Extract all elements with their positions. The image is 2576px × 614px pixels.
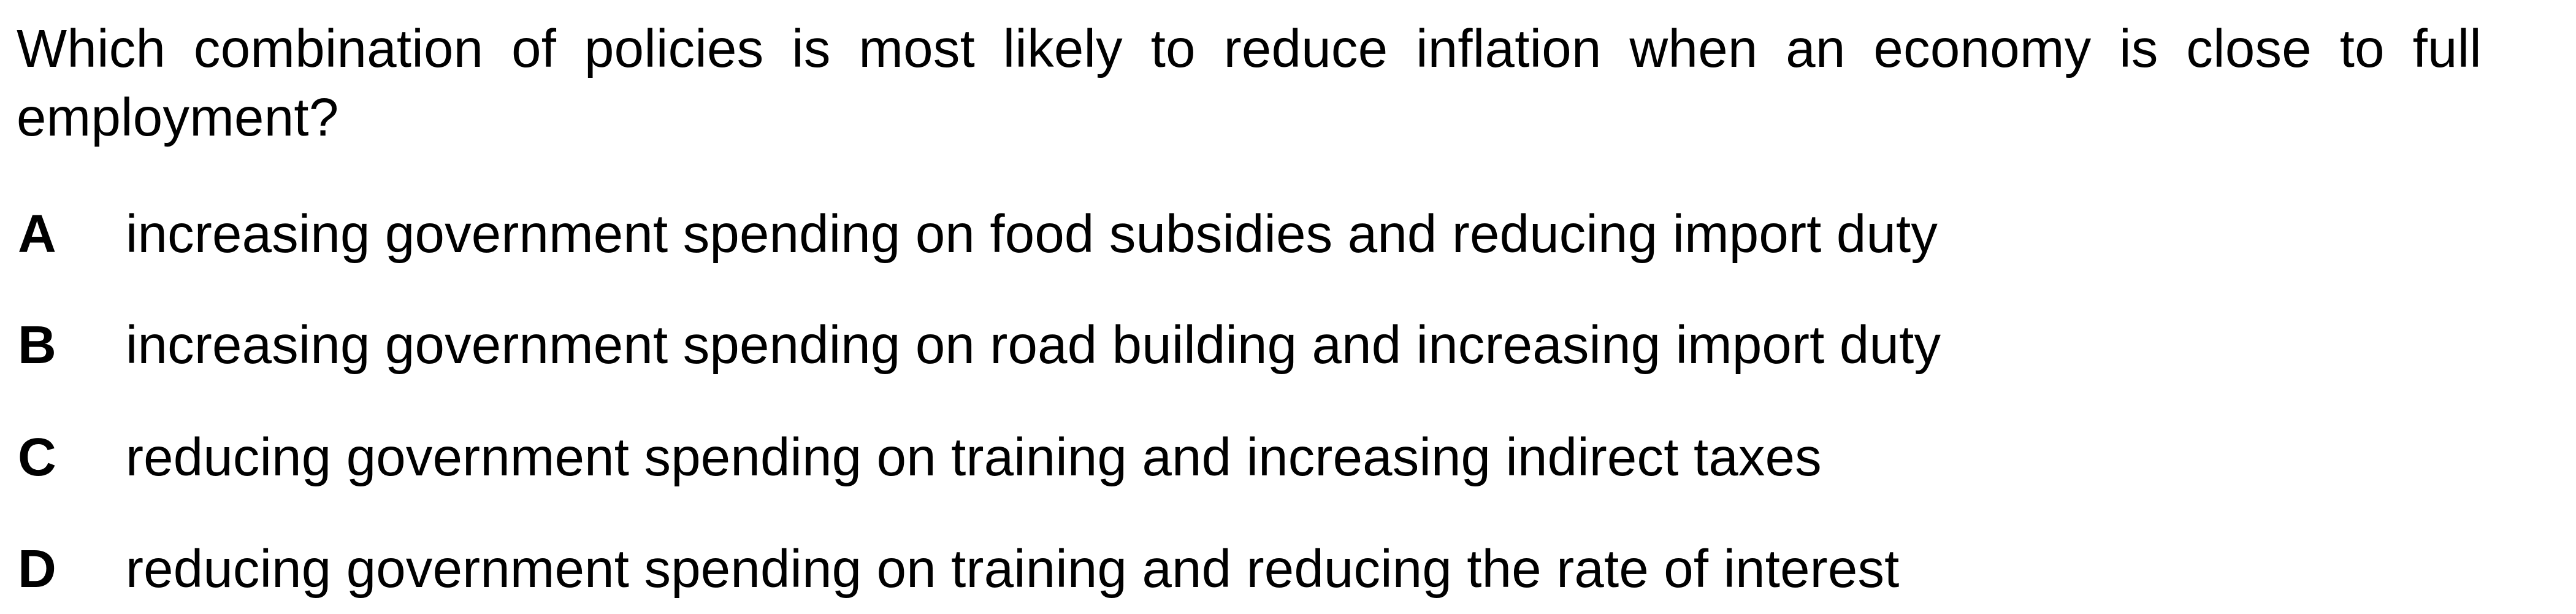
option-letter: D <box>18 539 56 599</box>
option-text: increasing government spending on road b… <box>126 315 1941 375</box>
option-text: reducing government spending on training… <box>126 539 1900 599</box>
option-text: reducing government spending on training… <box>126 428 1822 487</box>
answer-option-b[interactable]: B increasing government spending on road… <box>0 311 2576 380</box>
answer-option-a[interactable]: A increasing government spending on food… <box>0 200 2576 269</box>
option-letter: B <box>18 315 56 375</box>
question-text: Which combination of policies is most li… <box>17 19 2482 147</box>
option-text: increasing government spending on food s… <box>126 204 1938 264</box>
answer-option-d[interactable]: D reducing government spending on traini… <box>0 535 2576 604</box>
option-letter: C <box>18 428 56 487</box>
option-letter: A <box>18 204 56 264</box>
answer-option-c[interactable]: C reducing government spending on traini… <box>0 423 2576 492</box>
